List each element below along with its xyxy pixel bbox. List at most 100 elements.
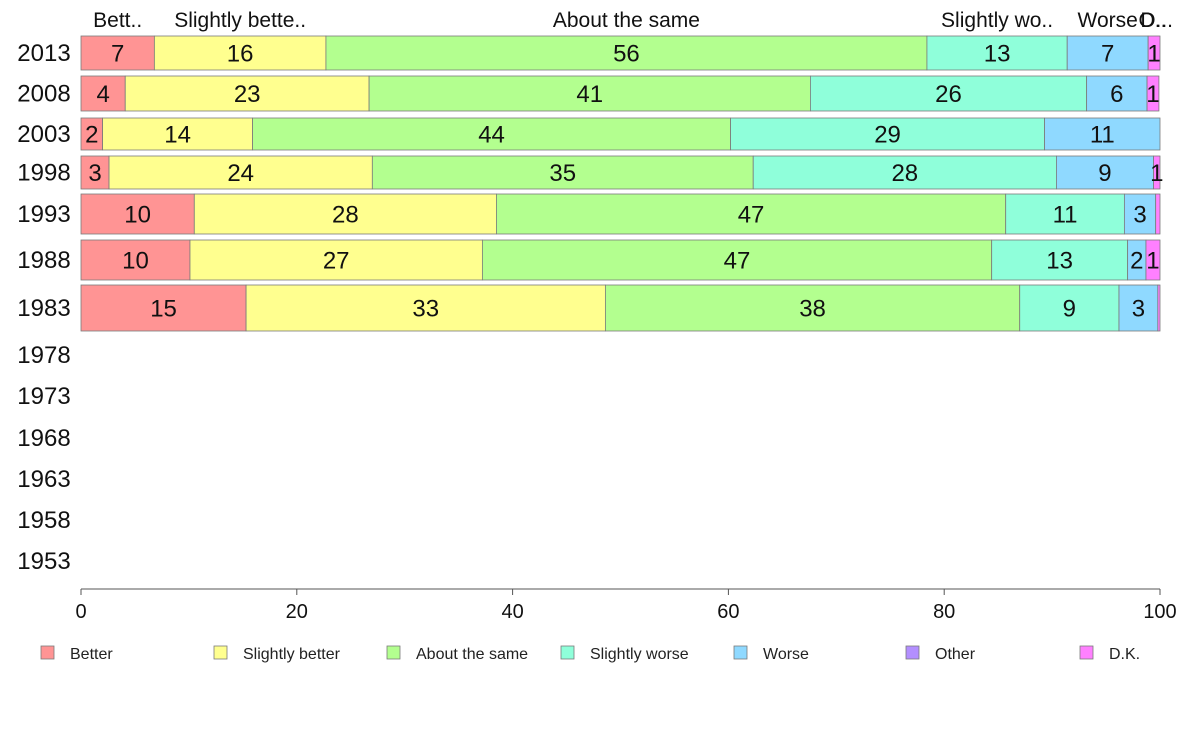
- y-axis-year-labels: 2013 2008 2003 1998 1993 1988 1983 1978 1973 1968…: [17, 40, 70, 575]
- bar-area: 7 16 56 13 7 14 23 41 26 6 12 14 44 29 113 24 35 28 9 110 28…: [80, 35, 1163, 332]
- x-tick-label-60: 60: [717, 601, 739, 623]
- legend-label-slightly-worse: Slightly worse: [590, 646, 689, 663]
- bar-segment-1983-slightly-better: [245, 284, 606, 332]
- bar-segment-2013-worse: [1066, 35, 1149, 71]
- data-label-1993-worse: 3: [1133, 202, 1146, 229]
- bar-segment-1983-worse: [1118, 284, 1159, 332]
- data-label-1998-better: 3: [88, 160, 101, 187]
- data-label-2008-slightly-worse: 26: [935, 81, 962, 108]
- bar-segment-1998-about-the-same: [371, 155, 754, 190]
- year-label-1958: 1958: [17, 507, 70, 534]
- legend: Better Slightly better About the same Sligh…: [40, 645, 1140, 663]
- data-label-2013-slightly-worse: 13: [984, 41, 1011, 68]
- bar-segment-2013-d-k: [1147, 35, 1161, 71]
- bar-segment-1998-better: [80, 155, 110, 190]
- data-label-2003-worse: 11: [1090, 122, 1115, 149]
- bar-segment-1993-about-the-same: [496, 193, 1007, 235]
- bar-segment-1983-about-the-same: [604, 284, 1021, 332]
- bar-segment-2008-d-k: [1146, 75, 1160, 112]
- data-label-2013-slightly-better: 16: [227, 41, 254, 68]
- bar-segment-2008-slightly-worse: [810, 75, 1088, 112]
- data-label-1983-slightly-better: 33: [412, 296, 439, 323]
- legend-swatch-slightly-worse: [560, 645, 575, 660]
- header-label-other: O..: [1138, 9, 1166, 32]
- segment-header-labels: Bett.. Slightly bette.. About the same Slig…: [93, 9, 1173, 32]
- x-tick-label-0: 0: [75, 601, 86, 623]
- bar-segment-2008-about-the-same: [368, 75, 811, 112]
- bar-segment-1983-d-k: [1157, 284, 1161, 332]
- data-label-1983-about-the-same: 38: [799, 296, 826, 323]
- legend-label-other: Other: [935, 646, 976, 663]
- legend-swatch-slightly-better: [213, 645, 228, 660]
- data-label-2013-worse: 7: [1101, 41, 1114, 68]
- bar-segment-2008-better: [80, 75, 126, 112]
- data-label-1998-worse: 9: [1098, 160, 1111, 187]
- bar-segment-1983-better: [80, 284, 247, 332]
- legend-swatch-worse: [733, 645, 748, 660]
- bar-segment-1998-slightly-worse: [752, 155, 1057, 190]
- header-label-d-k: D...: [1140, 9, 1173, 32]
- x-axis: 0 20 40 60 80 100: [75, 588, 1177, 623]
- legend-label-better: Better: [70, 646, 113, 663]
- bar-segment-2003-slightly-better: [102, 117, 253, 151]
- bar-segment-1988-about-the-same: [481, 239, 993, 281]
- bar-segment-2013-slightly-better: [153, 35, 327, 71]
- x-tick-label-80: 80: [933, 601, 955, 623]
- year-label-2003: 2003: [17, 121, 70, 148]
- data-label-2013-better: 7: [111, 41, 124, 68]
- data-label-2008-better: 4: [96, 81, 109, 108]
- legend-label-slightly-better: Slightly better: [243, 646, 341, 663]
- year-label-2008: 2008: [17, 81, 70, 108]
- data-label-1988-worse: 2: [1130, 248, 1143, 275]
- bar-segment-1998-slightly-better: [108, 155, 373, 190]
- bar-segment-1993-worse: [1123, 193, 1157, 235]
- legend-label-about-the-same: About the same: [416, 646, 528, 663]
- year-label-1953: 1953: [17, 548, 70, 575]
- x-tick-label-100: 100: [1143, 601, 1176, 623]
- data-label-1993-better: 10: [124, 202, 151, 229]
- data-label-1998-about-the-same: 35: [549, 160, 576, 187]
- bar-segment-1998-d-k: [1153, 155, 1161, 190]
- data-label-1993-slightly-worse: 11: [1053, 202, 1078, 229]
- year-label-1998: 1998: [17, 160, 70, 187]
- bar-segment-1988-slightly-better: [189, 239, 483, 281]
- data-label-2013-d-k: 1: [1147, 41, 1160, 68]
- year-label-1978: 1978: [17, 342, 70, 369]
- bar-segment-1998-worse: [1056, 155, 1154, 190]
- data-label-1998-slightly-worse: 28: [891, 160, 918, 187]
- year-label-2013: 2013: [17, 40, 70, 67]
- year-label-1963: 1963: [17, 466, 70, 493]
- bar-segment-1988-d-k: [1145, 239, 1161, 281]
- data-label-1983-slightly-worse: 9: [1063, 296, 1076, 323]
- bar-segment-2003-about-the-same: [252, 117, 731, 151]
- year-label-1993: 1993: [17, 201, 70, 228]
- data-label-1993-about-the-same: 47: [738, 202, 765, 229]
- data-label-2008-about-the-same: 41: [576, 81, 603, 108]
- bar-segment-2008-slightly-better: [124, 75, 370, 112]
- header-label-slightly-worse: Slightly wo..: [941, 9, 1053, 32]
- data-label-2003-slightly-better: 14: [164, 122, 191, 149]
- bar-segment-1983-slightly-worse: [1019, 284, 1120, 332]
- data-label-1993-slightly-better: 28: [332, 202, 359, 229]
- data-label-2013-about-the-same: 56: [613, 41, 640, 68]
- data-label-2008-d-k: 1: [1146, 81, 1159, 108]
- data-label-1988-slightly-worse: 13: [1046, 248, 1073, 275]
- legend-swatch-better: [40, 645, 55, 660]
- bar-segment-2003-slightly-worse: [730, 117, 1045, 151]
- data-label-1988-better: 10: [122, 248, 149, 275]
- data-label-1983-worse: 3: [1132, 296, 1145, 323]
- year-label-1988: 1988: [17, 247, 70, 274]
- legend-swatch-about-the-same: [386, 645, 401, 660]
- data-label-1983-better: 15: [150, 296, 177, 323]
- header-label-about-the-same: About the same: [553, 9, 700, 32]
- year-label-1983: 1983: [17, 295, 70, 322]
- data-label-1998-slightly-better: 24: [227, 160, 254, 187]
- data-label-1988-slightly-better: 27: [323, 248, 350, 275]
- data-label-1988-d-k: 1: [1146, 248, 1159, 275]
- data-label-1998-d-k: 1: [1150, 160, 1163, 187]
- bar-segment-1993-d-k: [1155, 193, 1161, 235]
- legend-swatch-other: [905, 645, 920, 660]
- legend-swatch-d-k: [1079, 645, 1094, 660]
- bar-segment-1988-slightly-worse: [991, 239, 1129, 281]
